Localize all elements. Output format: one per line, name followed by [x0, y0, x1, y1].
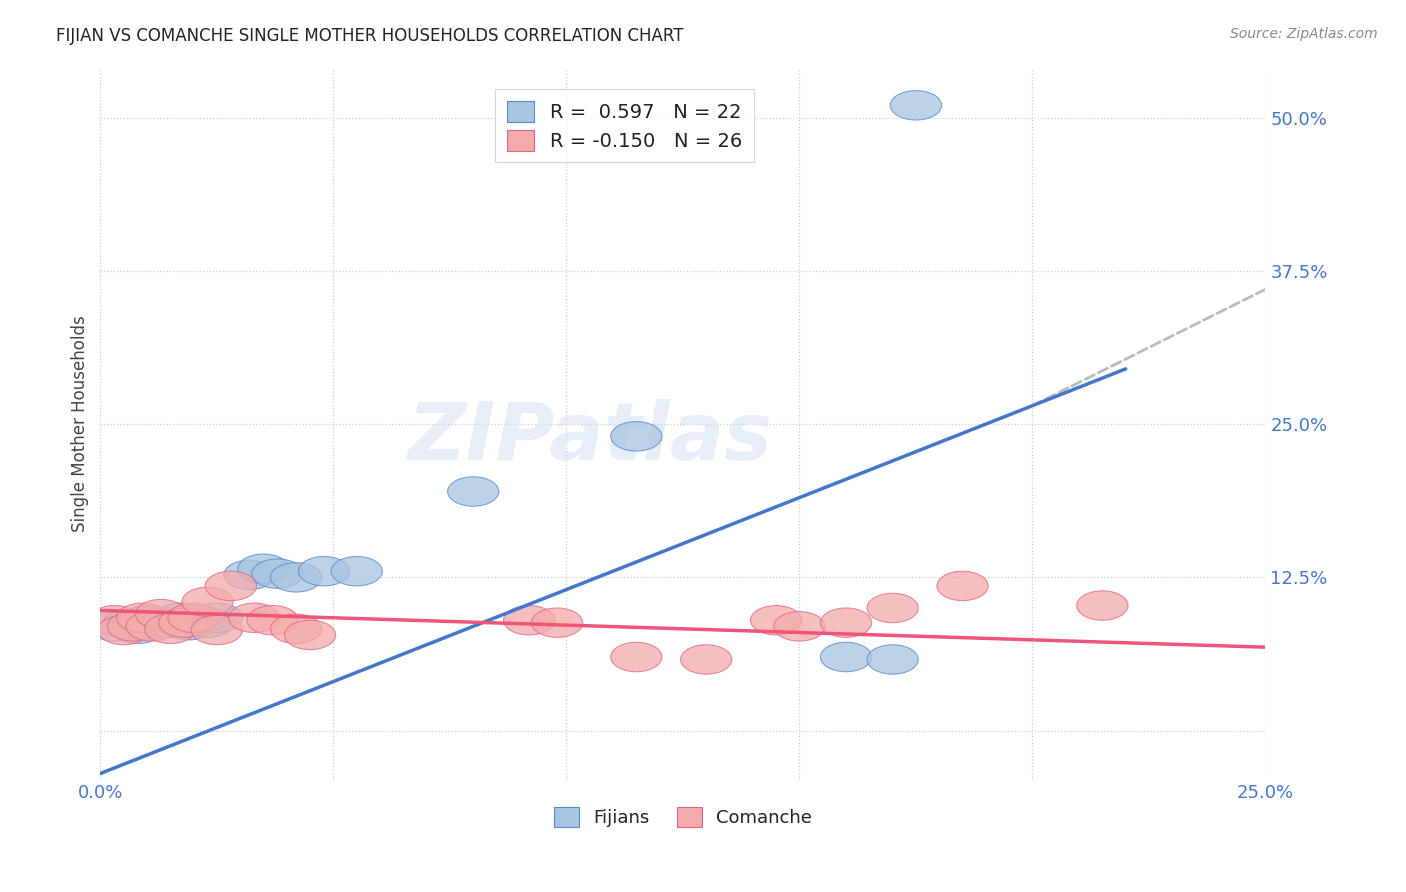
Ellipse shape: [270, 563, 322, 592]
Ellipse shape: [205, 571, 256, 600]
Ellipse shape: [163, 610, 215, 640]
Ellipse shape: [89, 612, 141, 641]
Ellipse shape: [1077, 591, 1128, 620]
Ellipse shape: [127, 612, 177, 641]
Text: FIJIAN VS COMANCHE SINGLE MOTHER HOUSEHOLDS CORRELATION CHART: FIJIAN VS COMANCHE SINGLE MOTHER HOUSEHO…: [56, 27, 683, 45]
Ellipse shape: [447, 477, 499, 506]
Ellipse shape: [159, 608, 209, 638]
Ellipse shape: [868, 645, 918, 674]
Ellipse shape: [89, 606, 141, 635]
Ellipse shape: [821, 642, 872, 672]
Ellipse shape: [181, 608, 233, 638]
Ellipse shape: [103, 609, 153, 639]
Ellipse shape: [773, 612, 825, 641]
Ellipse shape: [247, 606, 298, 635]
Ellipse shape: [681, 645, 733, 674]
Ellipse shape: [107, 612, 159, 641]
Ellipse shape: [153, 603, 205, 632]
Ellipse shape: [284, 620, 336, 649]
Ellipse shape: [145, 614, 195, 643]
Ellipse shape: [117, 603, 167, 632]
Ellipse shape: [238, 554, 290, 583]
Ellipse shape: [610, 642, 662, 672]
Ellipse shape: [610, 422, 662, 451]
Ellipse shape: [145, 608, 195, 638]
Ellipse shape: [121, 606, 173, 635]
Legend: Fijians, Comanche: Fijians, Comanche: [547, 800, 820, 835]
Ellipse shape: [131, 609, 181, 639]
Text: Source: ZipAtlas.com: Source: ZipAtlas.com: [1230, 27, 1378, 41]
Text: ZIPatlas: ZIPatlas: [408, 400, 772, 477]
Ellipse shape: [330, 557, 382, 586]
Ellipse shape: [181, 587, 233, 616]
Ellipse shape: [191, 603, 242, 632]
Ellipse shape: [503, 606, 555, 635]
Ellipse shape: [821, 608, 872, 638]
Ellipse shape: [135, 599, 187, 629]
Ellipse shape: [298, 557, 350, 586]
Ellipse shape: [191, 615, 242, 645]
Ellipse shape: [167, 603, 219, 632]
Y-axis label: Single Mother Households: Single Mother Households: [72, 316, 89, 533]
Ellipse shape: [112, 614, 163, 643]
Ellipse shape: [173, 606, 224, 635]
Ellipse shape: [531, 608, 582, 638]
Ellipse shape: [270, 614, 322, 643]
Ellipse shape: [868, 593, 918, 623]
Ellipse shape: [224, 560, 276, 590]
Ellipse shape: [890, 91, 942, 120]
Ellipse shape: [936, 571, 988, 600]
Ellipse shape: [751, 606, 801, 635]
Ellipse shape: [98, 615, 149, 645]
Ellipse shape: [229, 603, 280, 632]
Ellipse shape: [252, 559, 304, 589]
